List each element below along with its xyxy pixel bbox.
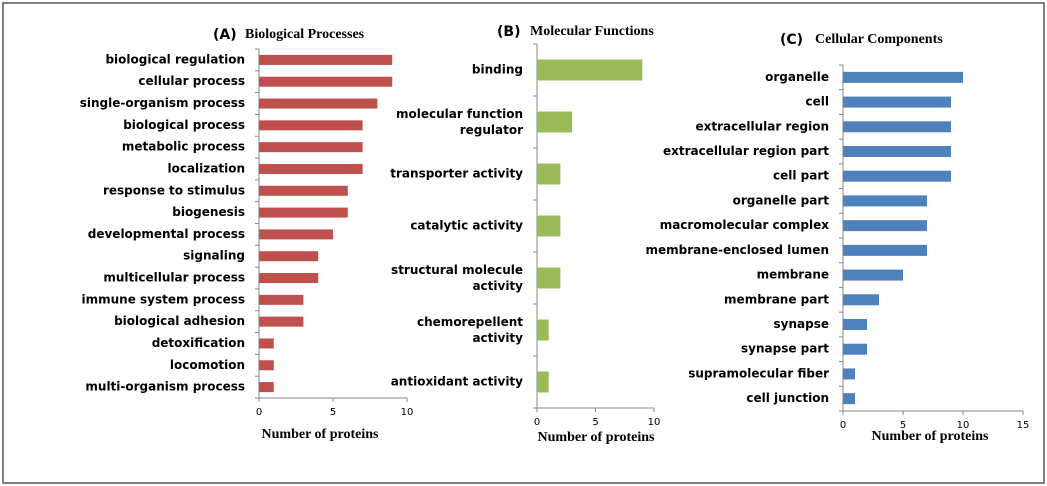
category-label: cell junction [746,391,829,405]
bar [537,59,643,81]
bar [843,368,855,380]
x-tick-label: 5 [330,407,336,418]
bar [259,338,274,349]
bar [259,207,348,218]
x-tick-label: 0 [256,407,262,418]
panel-title: Biological Processes [245,27,365,42]
category-label: binding [472,63,523,77]
bar [259,98,378,109]
x-tick-label: 0 [534,417,540,428]
bar [259,294,304,305]
bar [537,111,573,133]
category-label: immune system process [82,292,245,306]
category-label: locomotion [170,358,245,372]
bar [259,163,363,174]
panel-label: (C) [780,32,803,48]
category-label: localization [167,161,245,175]
bar [843,393,855,405]
panel-label: (B) [497,24,520,40]
category-label: extracellular region [695,119,829,133]
x-tick-label: 0 [840,420,846,431]
category-label: cell [806,95,829,109]
bar [259,120,363,131]
bar [259,76,393,87]
bar [843,244,927,256]
category-label: multi-organism process [85,380,245,394]
category-label: extracellular region part [663,144,829,158]
category-label: membrane-enclosed lumen [646,243,829,257]
bar [259,273,319,284]
bar [843,71,963,83]
category-label: membrane [757,268,829,282]
panel-label: (A) [213,27,237,43]
bar [537,163,561,185]
category-label: catalytic activity [410,219,523,233]
category-label: structural molecule activity [391,262,523,292]
category-label: metabolic process [122,140,245,154]
bar [259,185,348,196]
bar [843,121,951,133]
bar [843,96,951,108]
category-label: synapse part [741,342,829,356]
category-label: single-organism process [80,96,245,110]
category-label: biological regulation [105,52,245,66]
category-label: organelle [765,70,829,84]
category-label: molecular function regulator [396,106,523,136]
category-label: biological process [123,118,245,132]
bar [259,142,363,153]
x-axis-label: Number of proteins [872,429,989,444]
bar [259,382,274,393]
bar [843,319,867,330]
category-label: supramolecular fiber [688,366,829,380]
bar [843,294,879,306]
category-label: membrane part [724,292,829,306]
category-label: antioxidant activity [391,375,523,389]
category-label: detoxification [152,336,245,350]
x-tick-label: 10 [957,420,970,431]
x-axis-label: Number of proteins [538,430,655,445]
bar [259,229,333,240]
bar [843,220,927,232]
category-label: synapse [774,317,829,331]
category-label: signaling [183,249,245,263]
category-label: biogenesis [172,205,245,219]
category-label: transporter activity [390,167,523,181]
category-label: cell part [773,169,829,183]
bar [259,316,304,327]
category-label: cellular process [138,74,245,88]
category-label: response to stimulus [103,183,245,197]
bar [843,343,867,355]
bar [843,146,951,157]
bar [259,54,393,65]
panel-title: Molecular Functions [530,24,654,39]
x-tick-label: 10 [401,407,414,418]
bar [537,215,561,237]
bar [259,251,319,262]
category-label: macromolecular complex [660,218,830,232]
category-label: biological adhesion [114,314,245,328]
category-label: chemorepellent activity [417,314,523,344]
bar [537,371,549,393]
bar [259,360,274,371]
x-tick-label: 15 [1017,420,1030,431]
category-label: organelle part [733,193,830,207]
bar [537,319,549,341]
x-tick-label: 5 [900,420,906,431]
panel-title: Cellular Components [815,32,943,47]
x-axis-label: Number of proteins [262,427,379,442]
bar [843,195,927,207]
bar [843,170,951,182]
category-label: multicellular process [103,271,245,285]
x-tick-label: 5 [592,417,598,428]
bar [843,269,903,281]
category-label: developmental process [88,227,245,241]
bar [537,267,561,289]
x-tick-label: 10 [648,417,661,428]
